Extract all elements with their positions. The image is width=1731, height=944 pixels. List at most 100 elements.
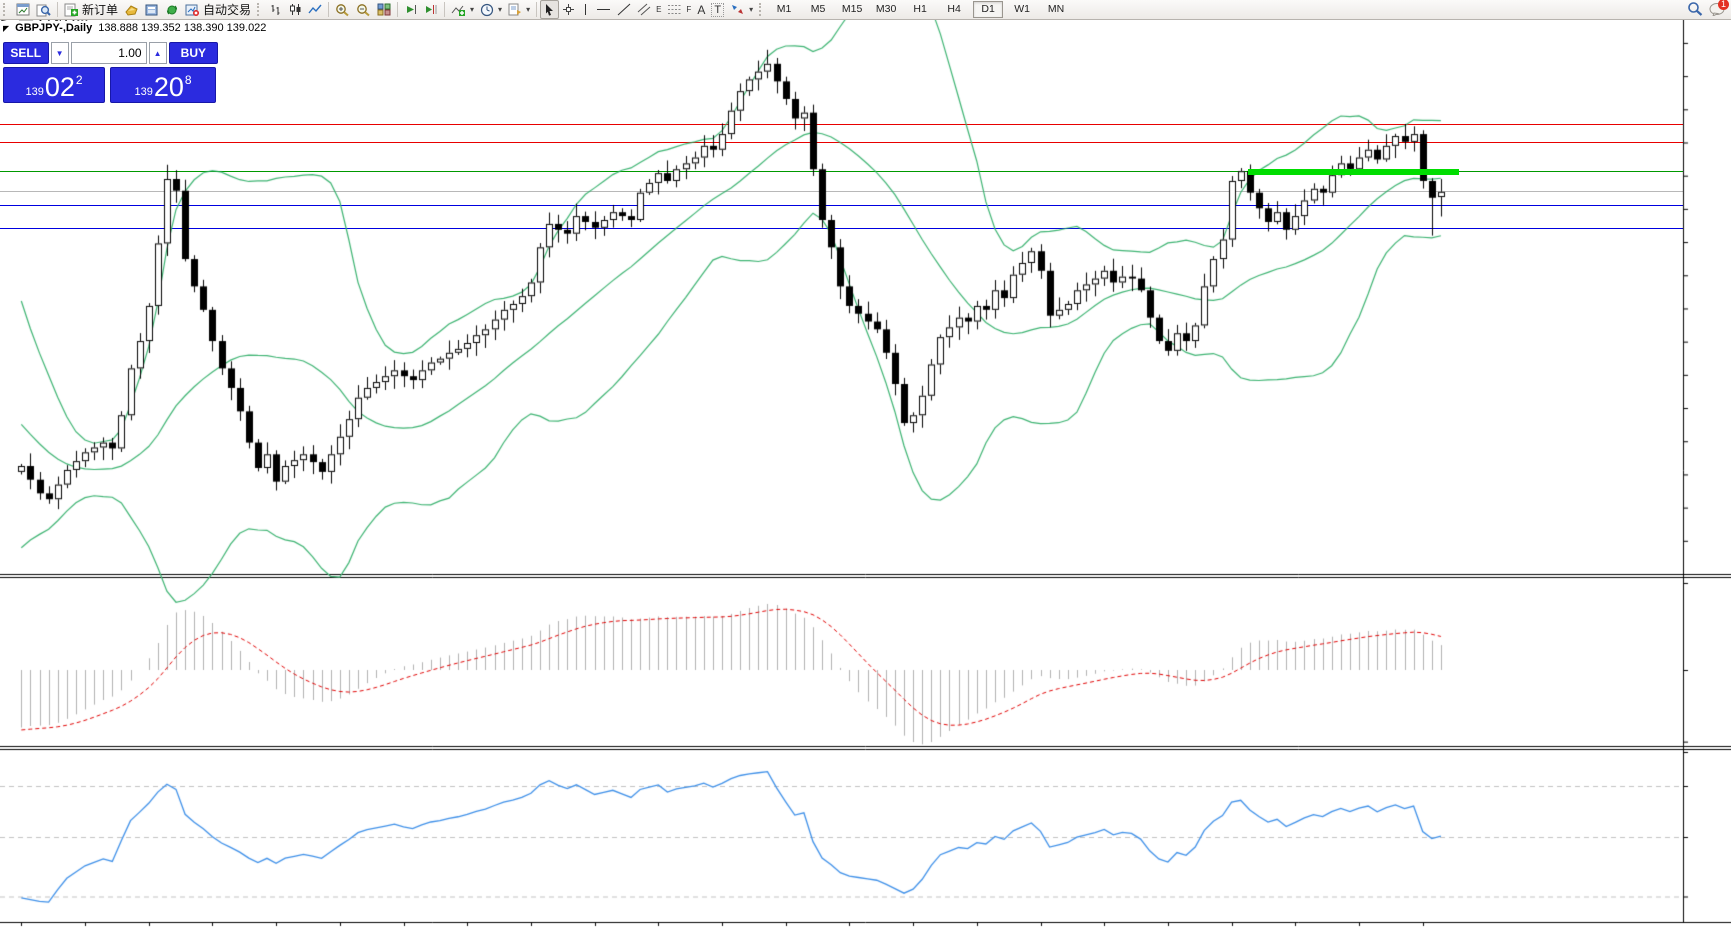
fibonacci-icon	[667, 3, 683, 16]
timeframe-M15[interactable]: M15	[841, 3, 863, 15]
toolbar-separator	[397, 2, 399, 17]
buy-price-big: 20	[153, 72, 184, 102]
tile-windows-icon	[377, 3, 391, 16]
buy-quote-button[interactable]: 139 20 8	[110, 67, 216, 103]
chart-shift-icon	[424, 3, 438, 16]
timeframe-W1[interactable]: W1	[1014, 3, 1030, 15]
data-window-button[interactable]	[142, 1, 162, 18]
support-zone-line[interactable]	[1248, 168, 1459, 175]
indicators-icon	[451, 3, 466, 17]
crosshair-icon	[562, 3, 575, 16]
arrows-tool-button[interactable]: ▾	[727, 1, 756, 18]
periods-button[interactable]: ▾	[477, 1, 505, 18]
toolbar-grip[interactable]	[3, 3, 9, 16]
vertical-line-tool-button[interactable]	[578, 1, 593, 18]
indicators-button[interactable]: ▾	[448, 1, 477, 18]
timeframe-M5[interactable]: M5	[810, 3, 826, 15]
candlestick-chart-button[interactable]	[286, 1, 305, 18]
new-chart-button[interactable]	[13, 1, 33, 18]
quotes-icon	[124, 3, 139, 16]
signals-button[interactable]	[162, 1, 182, 18]
templates-icon	[508, 3, 522, 16]
toolbar-separator	[57, 2, 58, 17]
dropdown-arrow-icon: ▾	[498, 5, 503, 14]
collapse-triangle-icon[interactable]: ◤	[3, 23, 10, 33]
clock-icon	[480, 3, 494, 17]
dropdown-arrow-icon: ▾	[470, 5, 475, 14]
volume-input[interactable]	[70, 42, 147, 64]
market-watch-button[interactable]	[121, 1, 142, 18]
notifications-button[interactable]: 1	[1709, 0, 1729, 19]
chart-window-icon	[16, 3, 30, 16]
auto-scroll-icon	[404, 3, 418, 16]
new-order-icon	[64, 3, 79, 17]
toolbar-grip[interactable]	[257, 3, 263, 16]
timeframe-M1[interactable]: M1	[776, 3, 792, 15]
sell-button[interactable]: SELL	[3, 42, 49, 64]
fibonacci-tool-button[interactable]: F	[664, 1, 694, 18]
channel-letter: E	[656, 5, 662, 14]
bar-chart-button[interactable]	[267, 1, 286, 18]
ohlc-values: 138.888 139.352 138.390 139.022	[98, 22, 267, 34]
zoom-in-icon	[335, 3, 350, 17]
search-icon[interactable]	[1687, 1, 1703, 19]
symbol-ohlc-line: ◤ GBPJPY-,Daily 138.888 139.352 138.390 …	[3, 22, 266, 34]
timeframe-group: M1 M5 M15 M30 H1 H4 D1 W1 MN	[769, 1, 1071, 18]
text-tool-icon: A	[697, 2, 706, 17]
notification-badge: 1	[1718, 0, 1729, 10]
timeframe-D1[interactable]: D1	[973, 1, 1004, 18]
buy-price-sup: 8	[184, 73, 192, 87]
timeframe-M30[interactable]: M30	[875, 3, 897, 15]
signals-icon	[165, 3, 179, 16]
cursor-tool-button[interactable]	[540, 0, 560, 19]
buy-price-small: 139	[134, 86, 153, 98]
one-click-trading-panel: SELL ▼ ▲ BUY 139 02 2 139 20 8	[3, 42, 218, 103]
equidistant-channel-tool-button[interactable]: E	[634, 1, 664, 18]
text-tool-button[interactable]: A	[694, 1, 708, 18]
dropdown-arrow-icon: ▾	[749, 5, 754, 14]
horizontal-line-tool-button[interactable]	[593, 1, 614, 18]
buy-button[interactable]: BUY	[168, 42, 218, 64]
fibo-letter: F	[686, 5, 692, 14]
auto-trading-label: 自动交易	[203, 3, 252, 17]
sell-quote-button[interactable]: 139 02 2	[3, 67, 105, 103]
auto-trading-icon	[185, 3, 200, 17]
line-chart-button[interactable]	[305, 1, 325, 18]
toolbar-separator	[328, 2, 330, 17]
volume-increase-button[interactable]: ▲	[148, 42, 167, 64]
candlestick-chart-icon	[289, 3, 302, 16]
zoom-out-button[interactable]	[353, 1, 374, 18]
vertical-line-icon	[581, 3, 590, 16]
profiles-button[interactable]	[33, 1, 54, 18]
text-label-tool-button[interactable]: T	[708, 1, 727, 18]
new-order-button[interactable]: 新订单	[61, 1, 121, 18]
timeframe-MN[interactable]: MN	[1047, 3, 1065, 15]
sell-price-big: 02	[44, 72, 75, 102]
tile-windows-button[interactable]	[374, 1, 394, 18]
arrows-icon	[730, 3, 745, 16]
toolbar-grip[interactable]	[759, 3, 765, 16]
line-chart-icon	[308, 3, 322, 16]
channel-icon	[637, 3, 653, 16]
toolbar-separator	[536, 2, 538, 17]
chart-shift-button[interactable]	[421, 1, 441, 18]
cursor-icon	[544, 3, 555, 16]
crosshair-tool-button[interactable]	[559, 1, 578, 18]
sell-price-sup: 2	[75, 73, 83, 87]
zoom-in-button[interactable]	[332, 1, 353, 18]
trendline-icon	[617, 3, 631, 16]
templates-button[interactable]: ▾	[505, 1, 533, 18]
symbol-name: GBPJPY-,Daily	[15, 22, 93, 34]
volume-decrease-button[interactable]: ▼	[50, 42, 69, 64]
timeframe-H1[interactable]: H1	[913, 3, 927, 15]
timeframe-H4[interactable]: H4	[947, 3, 961, 15]
data-window-icon	[145, 3, 159, 16]
auto-scroll-button[interactable]	[401, 1, 421, 18]
sell-price-small: 139	[25, 86, 44, 98]
horizontal-line-icon	[596, 3, 611, 16]
trendline-tool-button[interactable]	[614, 1, 634, 18]
dropdown-arrow-icon: ▾	[526, 5, 531, 14]
auto-trading-button[interactable]: 自动交易	[182, 1, 254, 18]
